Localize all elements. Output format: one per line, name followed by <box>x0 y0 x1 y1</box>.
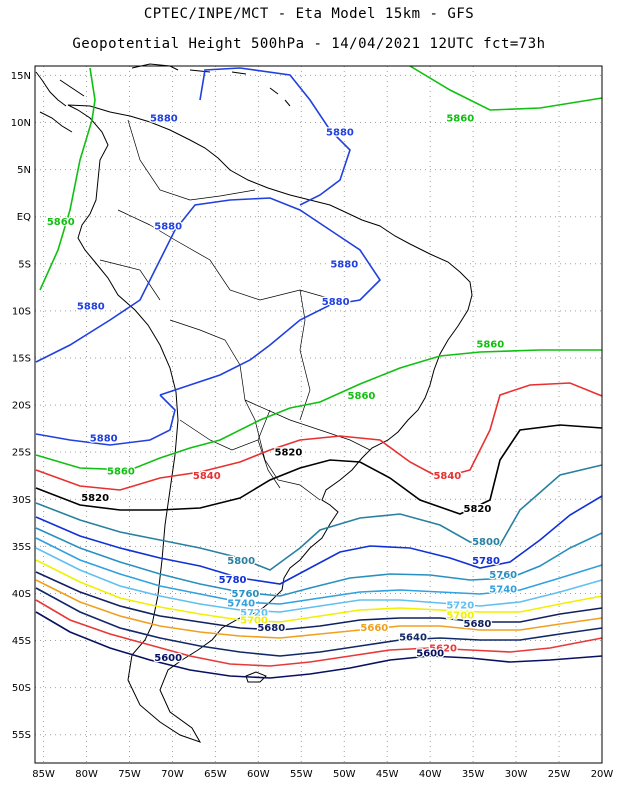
contour-label: 5880 <box>150 113 178 124</box>
contour-label: 5880 <box>90 434 118 445</box>
contour-line-5880 <box>35 197 382 396</box>
contour-label: 5840 <box>193 471 221 482</box>
longitude-tick-label: 35W <box>462 769 485 780</box>
caribbean-islands <box>131 63 291 107</box>
central-america-coastline <box>35 71 85 133</box>
latitude-tick-label: 50S <box>12 683 31 694</box>
contour-label: 5820 <box>464 504 492 515</box>
contour-line-5780 <box>35 495 603 585</box>
latitude-tick-label: 55S <box>12 730 31 741</box>
latitude-tick-label: EQ <box>17 212 31 223</box>
graticule <box>35 66 603 763</box>
contour-label: 5600 <box>416 648 444 659</box>
land-outlines <box>35 63 473 743</box>
contour-label: 5860 <box>476 339 504 350</box>
latitude-tick-label: 15S <box>12 353 31 364</box>
contour-line-5760 <box>35 527 603 597</box>
latitude-tick-label: 35S <box>12 542 31 553</box>
contour-line-5600 <box>35 611 603 679</box>
contour-label: 5880 <box>326 127 354 138</box>
latitude-tick-label: 20S <box>12 401 31 412</box>
contour-label: 5600 <box>154 653 182 664</box>
height-contours <box>35 65 603 679</box>
contour-label: 5860 <box>446 113 474 124</box>
longitude-tick-label: 30W <box>505 769 528 780</box>
contour-label: 5880 <box>77 302 105 313</box>
contour-label: 5720 <box>446 600 474 611</box>
longitude-tick-label: 65W <box>204 769 227 780</box>
contour-line-5880 <box>199 67 351 206</box>
contour-label: 5880 <box>322 297 350 308</box>
longitude-tick-label: 25W <box>548 769 571 780</box>
contour-label: 5860 <box>107 467 135 478</box>
chart-title-line2: Geopotential Height 500hPa - 14/04/2021 … <box>72 36 546 52</box>
latitude-tick-label: 30S <box>12 495 31 506</box>
latitude-tick-label: 45S <box>12 636 31 647</box>
longitude-tick-label: 55W <box>290 769 313 780</box>
contour-line-5800 <box>35 464 603 571</box>
contour-line-5820 <box>35 424 603 515</box>
contour-label: 5800 <box>227 556 255 567</box>
contour-line-5880 <box>35 394 176 446</box>
contour-label: 5680 <box>257 623 285 634</box>
contour-label: 5840 <box>433 471 461 482</box>
contour-line-5700 <box>35 559 603 623</box>
contour-label: 5860 <box>47 217 75 228</box>
contour-label: 5800 <box>472 537 500 548</box>
contour-label: 5820 <box>81 493 109 504</box>
chart-title-line1: CPTEC/INPE/MCT - Eta Model 15km - GFS <box>143 6 475 22</box>
contour-label: 5760 <box>232 589 260 600</box>
contour-label: 5700 <box>446 611 474 622</box>
longitude-tick-label: 75W <box>118 769 141 780</box>
contour-label: 5660 <box>360 623 388 634</box>
contour-label: 5760 <box>489 570 517 581</box>
contour-label: 5880 <box>330 259 358 270</box>
contour-line-5720 <box>35 547 603 613</box>
longitude-tick-label: 20W <box>591 769 614 780</box>
latitude-tick-label: 5N <box>17 165 31 176</box>
contour-label: 5620 <box>429 644 457 655</box>
longitude-tick-label: 85W <box>32 769 55 780</box>
longitude-tick-label: 40W <box>419 769 442 780</box>
falkland-islands <box>245 671 267 683</box>
contour-line-5740 <box>35 537 603 605</box>
country-borders <box>99 119 371 501</box>
longitude-tick-label: 50W <box>333 769 356 780</box>
latitude-tick-label: 10N <box>11 118 31 129</box>
longitude-tick-label: 60W <box>247 769 270 780</box>
latitude-tick-label: 10S <box>12 306 31 317</box>
contour-label: 5820 <box>275 448 303 459</box>
latitude-tick-label: 15N <box>11 71 31 82</box>
contour-label: 5780 <box>219 575 247 586</box>
latitude-tick-label: 5S <box>18 259 31 270</box>
contour-line-5680 <box>35 571 603 631</box>
contour-line-5840 <box>35 382 603 491</box>
contour-label: 5700 <box>240 615 268 626</box>
contour-label: 5720 <box>240 608 268 619</box>
contour-label: 5860 <box>348 391 376 402</box>
contour-label: 5740 <box>227 598 255 609</box>
latitude-tick-label: 40S <box>12 589 31 600</box>
latitude-tick-label: 25S <box>12 448 31 459</box>
axis-labels: 15N 10N 5N EQ 5S 10S 15S 20S 25S 30S 35S 40S 45S 50S 5… <box>11 71 614 780</box>
contour-line-5620 <box>35 599 603 667</box>
longitude-tick-label: 70W <box>161 769 184 780</box>
contour-line-5860 <box>39 65 603 291</box>
contour-line-5860 <box>35 349 602 471</box>
longitude-tick-label: 80W <box>75 769 98 780</box>
contour-labels: 5880 5880 5880 5880 5880 5880 5880 5860 5860 5860… <box>46 112 519 665</box>
contour-label: 5740 <box>489 584 517 595</box>
contour-label: 5680 <box>464 619 492 630</box>
contour-label: 5780 <box>472 556 500 567</box>
map-frame <box>34 65 603 764</box>
contour-line-5640 <box>35 587 603 657</box>
contour-label: 5880 <box>154 222 182 233</box>
contour-line-5660 <box>35 579 603 639</box>
contour-label: 5640 <box>399 632 427 643</box>
south-america-coastline <box>67 104 473 743</box>
longitude-tick-label: 45W <box>376 769 399 780</box>
